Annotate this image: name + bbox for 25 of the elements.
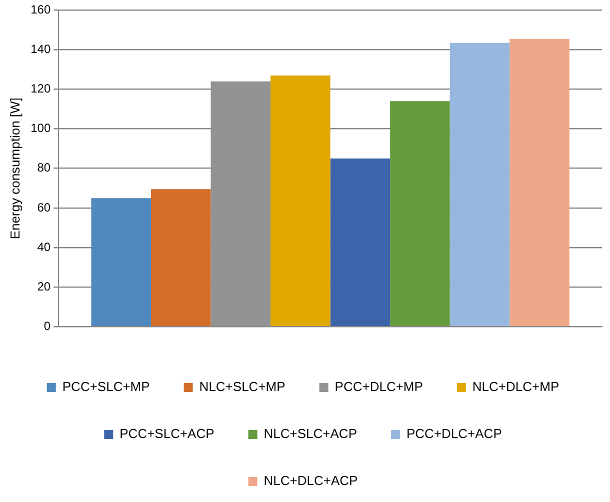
y-axis-title: Energy consumption [W] — [7, 98, 22, 240]
bar — [150, 189, 211, 326]
bar — [390, 101, 450, 326]
bar — [450, 42, 510, 326]
legend-label: PCC+DLC+ACP — [406, 426, 502, 442]
legend-label: PCC+SLC+MP — [62, 379, 150, 394]
y-tick-label: 40 — [37, 240, 51, 254]
y-tick-label: 120 — [30, 82, 51, 96]
legend-label: NLC+SLC+ACP — [264, 426, 358, 442]
legend-label: NLC+DLC+ACP — [264, 473, 358, 488]
bar — [270, 75, 330, 326]
y-tick-label: 60 — [37, 200, 51, 214]
y-tick-label: 20 — [37, 279, 51, 294]
y-tick-label: 80 — [37, 160, 51, 175]
bar — [510, 38, 570, 326]
legend-label: NLC+DLC+MP — [472, 379, 560, 394]
bar — [91, 198, 151, 326]
y-tick-label: 140 — [30, 42, 51, 56]
y-tick-label: 160 — [30, 2, 51, 17]
y-tick-label: 0 — [44, 318, 51, 333]
bar — [330, 158, 390, 326]
y-tick-label: 100 — [30, 121, 51, 136]
legend-label: NLC+SLC+MP — [199, 379, 286, 394]
legend-label: PCC+DLC+MP — [334, 379, 423, 394]
legend-label: PCC+SLC+ACP — [120, 426, 214, 442]
